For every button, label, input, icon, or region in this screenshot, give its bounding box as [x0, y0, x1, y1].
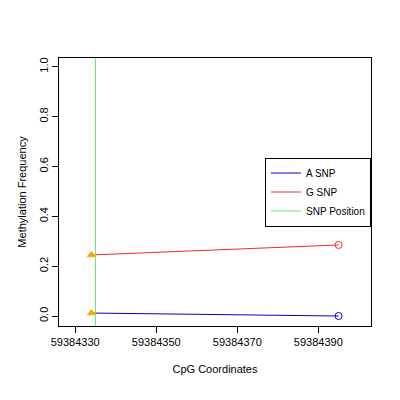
svg-text:59384350: 59384350 [132, 336, 181, 348]
svg-text:59384370: 59384370 [213, 336, 262, 348]
svg-text:59384330: 59384330 [51, 336, 100, 348]
svg-text:0.6: 0.6 [38, 157, 50, 172]
svg-text:0.4: 0.4 [38, 207, 50, 222]
svg-text:0.2: 0.2 [38, 257, 50, 272]
svg-text:SNP Position: SNP Position [306, 206, 365, 217]
svg-text:A SNP: A SNP [306, 168, 336, 179]
svg-text:1.0: 1.0 [38, 57, 50, 72]
svg-text:0.8: 0.8 [38, 107, 50, 122]
svg-text:Methylation Frequency: Methylation Frequency [16, 136, 28, 248]
svg-text:59384390: 59384390 [294, 336, 343, 348]
svg-text:0.0: 0.0 [38, 307, 50, 322]
svg-text:G SNP: G SNP [306, 187, 337, 198]
svg-text:CpG Coordinates: CpG Coordinates [173, 363, 258, 375]
